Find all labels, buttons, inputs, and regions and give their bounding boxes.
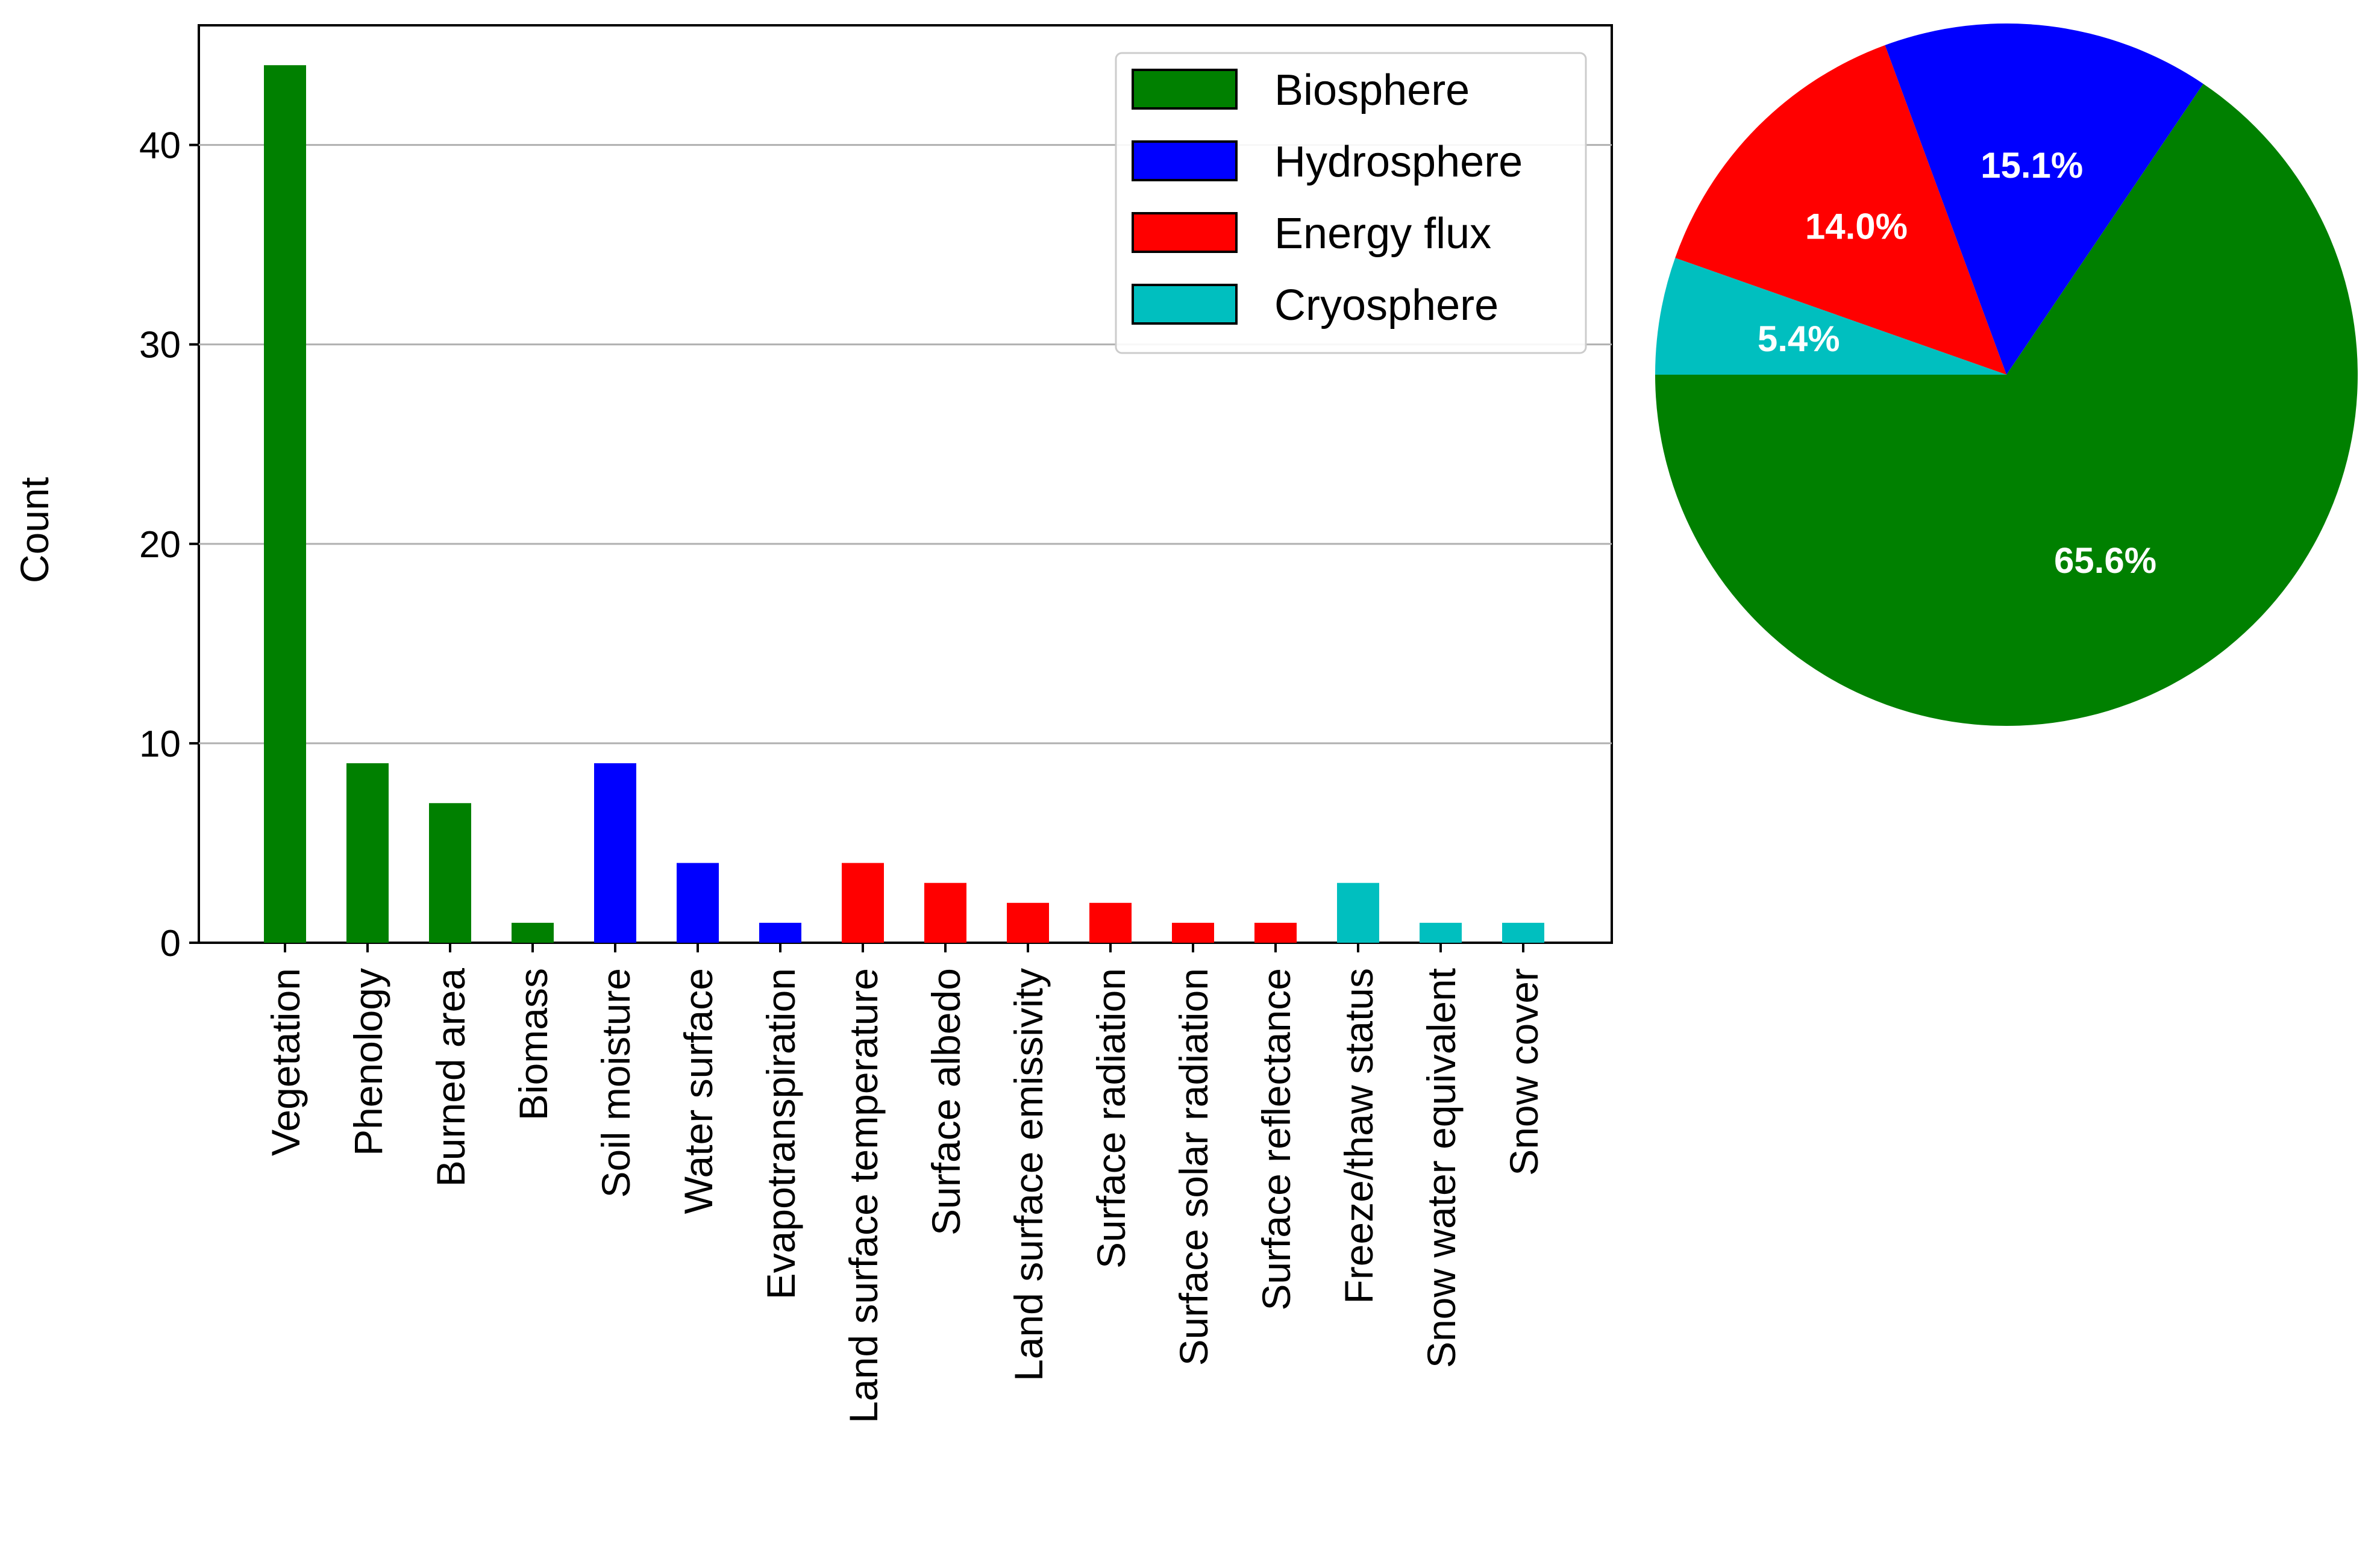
y-tick-label: 40	[139, 125, 181, 167]
bar	[1337, 883, 1379, 943]
pie-slice-label: 15.1%	[1981, 145, 2083, 186]
y-tick-label: 20	[139, 524, 181, 566]
pie-slice	[1885, 23, 2203, 375]
x-tick-label: Freeze/thaw status	[1336, 968, 1381, 1304]
bar	[429, 803, 471, 943]
x-tick-label: Burned area	[428, 968, 473, 1187]
legend-label: Energy flux	[1274, 210, 1491, 258]
bar	[1502, 922, 1544, 943]
x-tick-label: Surface reflectance	[1254, 968, 1298, 1311]
bars	[264, 65, 1544, 943]
bar	[264, 65, 306, 943]
legend-label: Hydrosphere	[1274, 138, 1523, 186]
x-tick-label: Surface radiation	[1089, 968, 1133, 1269]
y-axis-label: Count	[12, 477, 57, 583]
bar	[1089, 902, 1132, 943]
bar	[924, 883, 966, 943]
x-tick-label: Surface albedo	[924, 968, 968, 1236]
legend-box	[1115, 52, 1587, 354]
legend-label: Cryosphere	[1274, 281, 1498, 330]
pie-slice-label: 14.0%	[1805, 206, 1908, 246]
x-tick-label: Surface solar radiation	[1171, 968, 1216, 1366]
bar	[594, 763, 636, 943]
pie-slice	[1655, 84, 2358, 726]
bar	[512, 922, 554, 943]
legend-swatch	[1132, 284, 1238, 325]
x-tick-label: Soil moisture	[593, 968, 638, 1198]
x-tick-label: Snow water equivalent	[1419, 968, 1464, 1368]
pie-slice-label: 5.4%	[1758, 319, 1840, 359]
bar	[677, 863, 719, 943]
x-tick-label: Vegetation	[263, 968, 308, 1156]
bar	[842, 863, 884, 943]
bar	[1172, 922, 1214, 943]
x-tick-label: Evapotranspiration	[759, 968, 803, 1299]
x-tick-label: Phenology	[346, 968, 390, 1156]
legend: Biosphere Hydrosphere Energy flux Cryospher…	[1115, 52, 1587, 354]
x-tick-label: Snow cover	[1502, 968, 1546, 1176]
pie-slice	[1655, 258, 2006, 375]
x-axis-ticks: Vegetation Phenology Burned area Biomass Soi…	[263, 943, 1546, 1423]
pie-chart: 65.6% 15.1% 14.0% 5.4%	[1655, 23, 2358, 726]
pie-slices	[1655, 23, 2358, 726]
y-tick-label: 30	[139, 325, 181, 366]
pie-labels: 65.6% 15.1% 14.0% 5.4%	[1758, 145, 2156, 581]
x-tick-label: Land surface temperature	[841, 968, 886, 1423]
pie-slice-label: 65.6%	[2054, 540, 2156, 581]
plot-frame	[198, 24, 1613, 944]
legend-swatch	[1132, 140, 1238, 181]
legend-label: Biosphere	[1274, 66, 1470, 114]
bar	[759, 922, 801, 943]
legend-swatch	[1132, 212, 1238, 253]
bar-chart: 0 10 20 30 40 Vegetation Phenology Burned area…	[12, 24, 1613, 1423]
bar	[1420, 922, 1462, 943]
x-tick-label: Biomass	[511, 968, 556, 1120]
x-tick-label: Land surface emissivity	[1006, 968, 1051, 1381]
bar	[1254, 922, 1297, 943]
bar	[1007, 902, 1049, 943]
legend-swatch	[1132, 69, 1238, 110]
y-tick-label: 10	[139, 723, 181, 765]
x-tick-label: Water surface	[676, 968, 721, 1214]
y-axis-ticks: 0 10 20 30 40	[139, 125, 199, 964]
y-tick-label: 0	[160, 923, 181, 964]
bar	[346, 763, 389, 943]
pie-slice	[1675, 45, 2006, 375]
